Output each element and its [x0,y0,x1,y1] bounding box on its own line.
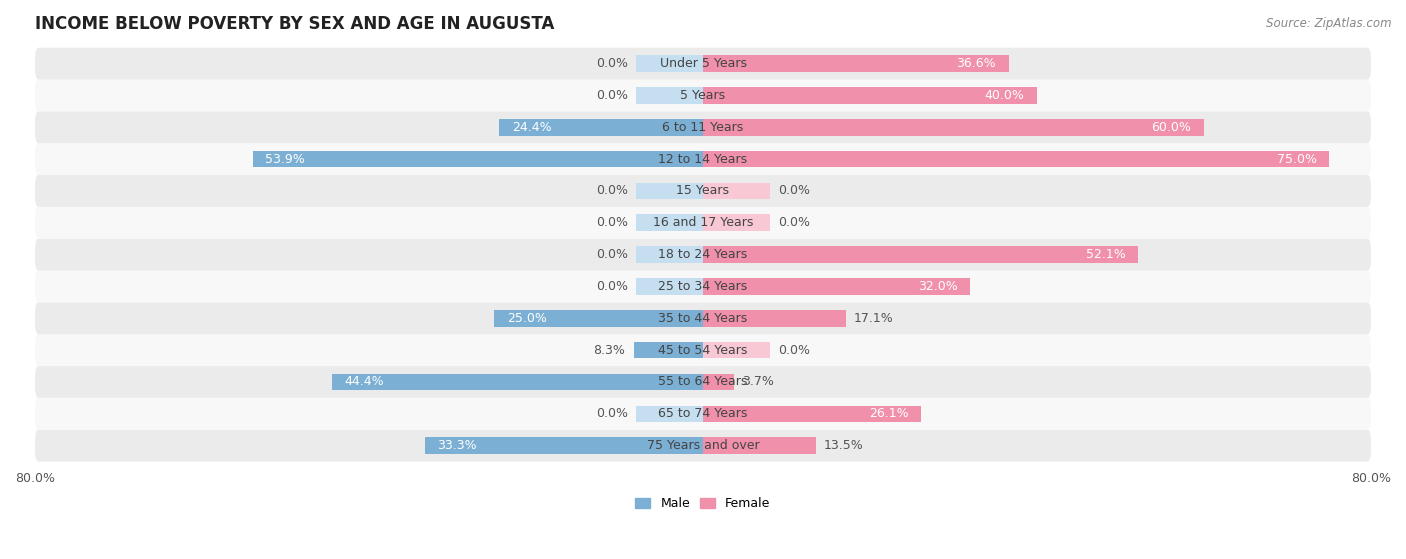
Bar [425,437,703,454]
Text: 0.0%: 0.0% [778,216,810,229]
Bar [636,183,703,199]
Text: 0.0%: 0.0% [596,57,628,70]
Text: 13.5%: 13.5% [824,439,863,452]
Text: 75 Years and over: 75 Years and over [647,439,759,452]
FancyBboxPatch shape [35,398,1371,430]
Text: 40.0%: 40.0% [984,89,1025,102]
Text: 44.4%: 44.4% [344,376,384,389]
Text: 0.0%: 0.0% [596,216,628,229]
Text: 36.6%: 36.6% [956,57,995,70]
Bar [332,374,703,390]
FancyBboxPatch shape [35,48,1371,79]
Text: 0.0%: 0.0% [596,248,628,261]
Bar [703,374,734,390]
Bar [499,119,703,135]
FancyBboxPatch shape [35,79,1371,111]
Bar [703,215,770,231]
Text: 0.0%: 0.0% [596,89,628,102]
FancyBboxPatch shape [35,175,1371,207]
Text: Under 5 Years: Under 5 Years [659,57,747,70]
Text: 75.0%: 75.0% [1277,153,1317,165]
Bar [634,342,703,358]
Text: 25.0%: 25.0% [506,312,547,325]
FancyBboxPatch shape [35,271,1371,302]
FancyBboxPatch shape [35,334,1371,366]
Bar [636,247,703,263]
Text: 53.9%: 53.9% [266,153,305,165]
Text: INCOME BELOW POVERTY BY SEX AND AGE IN AUGUSTA: INCOME BELOW POVERTY BY SEX AND AGE IN A… [35,15,554,33]
Text: 45 to 54 Years: 45 to 54 Years [658,344,748,357]
Text: 5 Years: 5 Years [681,89,725,102]
Text: 35 to 44 Years: 35 to 44 Years [658,312,748,325]
Text: 25 to 34 Years: 25 to 34 Years [658,280,748,293]
Bar [703,55,1008,72]
FancyBboxPatch shape [35,207,1371,239]
Text: 32.0%: 32.0% [918,280,957,293]
Bar [495,310,703,326]
Text: 60.0%: 60.0% [1152,121,1191,134]
Text: 0.0%: 0.0% [596,408,628,420]
Text: 12 to 14 Years: 12 to 14 Years [658,153,748,165]
Bar [703,119,1204,135]
Text: 65 to 74 Years: 65 to 74 Years [658,408,748,420]
FancyBboxPatch shape [35,143,1371,175]
Text: 0.0%: 0.0% [596,184,628,197]
Text: 8.3%: 8.3% [593,344,626,357]
Text: 18 to 24 Years: 18 to 24 Years [658,248,748,261]
Text: Source: ZipAtlas.com: Source: ZipAtlas.com [1267,17,1392,30]
Bar [703,87,1038,104]
Text: 15 Years: 15 Years [676,184,730,197]
Bar [703,342,770,358]
Bar [636,87,703,104]
Bar [703,247,1137,263]
Bar [703,183,770,199]
Text: 17.1%: 17.1% [853,312,894,325]
Text: 33.3%: 33.3% [437,439,477,452]
Bar [636,215,703,231]
Legend: Male, Female: Male, Female [630,492,776,515]
Bar [636,278,703,295]
Text: 3.7%: 3.7% [742,376,775,389]
Text: 16 and 17 Years: 16 and 17 Years [652,216,754,229]
Bar [636,55,703,72]
Text: 0.0%: 0.0% [778,344,810,357]
Text: 55 to 64 Years: 55 to 64 Years [658,376,748,389]
Text: 6 to 11 Years: 6 to 11 Years [662,121,744,134]
Bar [703,278,970,295]
Text: 0.0%: 0.0% [596,280,628,293]
Text: 0.0%: 0.0% [778,184,810,197]
Bar [703,437,815,454]
FancyBboxPatch shape [35,366,1371,398]
Bar [253,151,703,167]
Text: 52.1%: 52.1% [1085,248,1126,261]
Text: 26.1%: 26.1% [869,408,908,420]
FancyBboxPatch shape [35,111,1371,143]
Bar [703,151,1329,167]
Text: 24.4%: 24.4% [512,121,551,134]
FancyBboxPatch shape [35,430,1371,462]
FancyBboxPatch shape [35,239,1371,271]
Bar [703,310,846,326]
Bar [703,405,921,422]
Bar [636,405,703,422]
FancyBboxPatch shape [35,302,1371,334]
